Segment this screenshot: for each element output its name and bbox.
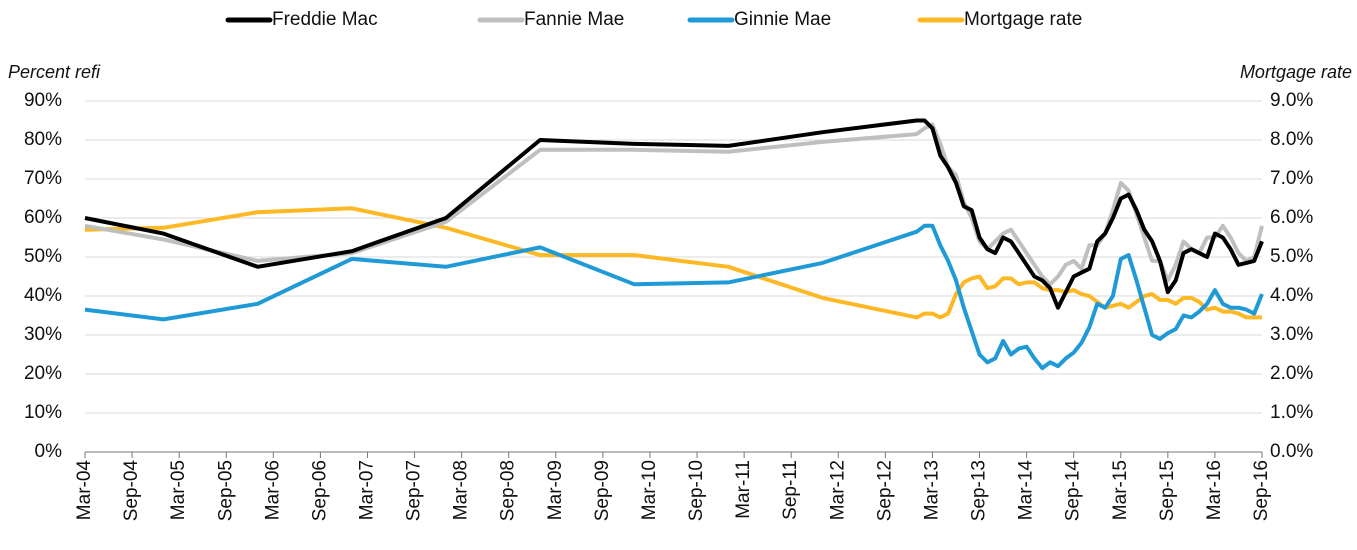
x-tick-label: Mar-11 [733, 460, 754, 519]
legend-label: Fannie Mae [524, 9, 624, 30]
x-tick-label: Sep-09 [592, 460, 613, 521]
x-tick-label: Mar-10 [639, 460, 660, 520]
y-tick-label: 60% [24, 207, 62, 228]
x-tick-label: Mar-16 [1204, 460, 1225, 520]
y-tick-label: 50% [24, 246, 62, 267]
x-tick-label: Sep-12 [874, 460, 895, 521]
x-tick-label: Mar-07 [356, 460, 377, 520]
y2-tick-label: 3.0% [1270, 324, 1313, 345]
y-tick-label: 80% [24, 129, 62, 150]
y-tick-label: 10% [24, 402, 62, 423]
x-tick-label: Mar-14 [1016, 460, 1037, 521]
y-tick-label: 30% [24, 324, 62, 345]
x-tick-label: Mar-09 [545, 460, 566, 520]
x-tick-label: Mar-04 [74, 460, 95, 521]
x-tick-label: Sep-04 [121, 460, 142, 522]
x-tick-label: Mar-05 [168, 460, 189, 520]
series-line [84, 223, 1264, 371]
x-tick-label: Mar-12 [827, 460, 848, 520]
y-tick-label: 0% [35, 441, 63, 462]
y2-tick-label: 4.0% [1270, 285, 1313, 306]
x-tick-label: Mar-13 [921, 460, 942, 520]
x-tick-label: Sep-14 [1063, 460, 1084, 522]
x-tick-label: Sep-10 [686, 460, 707, 521]
y-axis-title: Percent refi [8, 62, 101, 82]
y2-tick-label: 5.0% [1270, 246, 1313, 267]
y-tick-label: 40% [24, 285, 62, 306]
y2-tick-label: 8.0% [1270, 129, 1313, 150]
y2-tick-label: 1.0% [1270, 402, 1313, 423]
x-tick-label: Mar-06 [262, 460, 283, 520]
x-tick-label: Sep-06 [309, 460, 330, 521]
y2-axis-title: Mortgage rate [1240, 62, 1352, 82]
y-tick-label: 70% [24, 168, 62, 189]
x-tick-label: Sep-16 [1251, 460, 1272, 521]
legend-label: Mortgage rate [964, 9, 1082, 30]
y2-tick-label: 2.0% [1270, 363, 1313, 384]
x-tick-label: Sep-08 [498, 460, 519, 521]
y-tick-label: 20% [24, 363, 62, 384]
y2-tick-label: 0.0% [1270, 441, 1313, 462]
x-tick-label: Sep-13 [969, 460, 990, 521]
x-tick-label: Sep-05 [215, 460, 236, 521]
x-tick-label: Mar-08 [451, 460, 472, 520]
y2-tick-label: 9.0% [1270, 90, 1313, 111]
legend-label: Freddie Mac [272, 9, 378, 30]
x-tick-label: Sep-07 [404, 460, 425, 521]
x-tick-label: Sep-11 [780, 460, 801, 520]
y2-tick-label: 7.0% [1270, 168, 1313, 189]
y-tick-label: 90% [24, 90, 62, 111]
x-tick-label: Sep-15 [1157, 460, 1178, 521]
y2-tick-label: 6.0% [1270, 207, 1313, 228]
series-line [84, 118, 1264, 310]
x-tick-label: Mar-15 [1110, 460, 1131, 520]
series-line [84, 206, 1262, 320]
legend-label: Ginnie Mae [734, 9, 831, 30]
